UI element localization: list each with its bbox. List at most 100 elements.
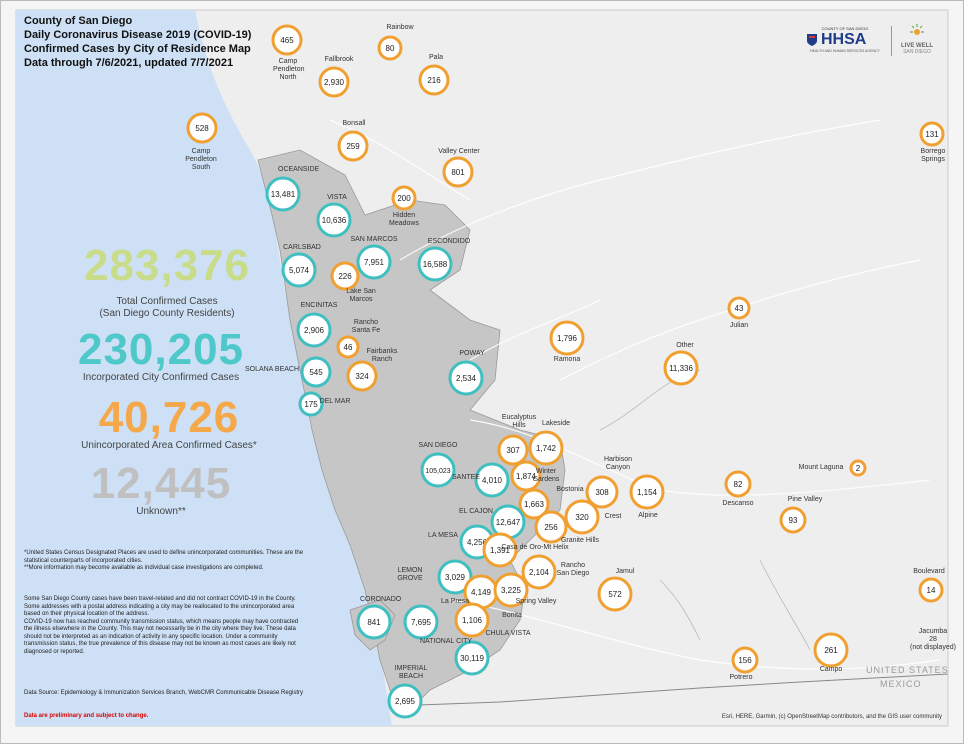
case-count-imperial-beach: 2,695 [395, 697, 416, 706]
case-count-fallbrook: 2,930 [324, 78, 345, 87]
case-marker-fallbrook[interactable] [318, 66, 350, 98]
place-label-camp-pendleton-south: Camp Pendleton South [185, 148, 217, 171]
case-count-spring-valley: 3,225 [501, 586, 522, 595]
case-marker-imperial-beach[interactable] [387, 683, 423, 719]
case-marker-camp-pendleton-south[interactable] [186, 112, 218, 144]
case-marker-bonita[interactable] [454, 602, 490, 638]
map-title: County of San Diego Daily Coronavirus Di… [24, 14, 251, 70]
case-marker-lemon-grove[interactable] [437, 559, 473, 595]
case-marker-spring-valley[interactable] [493, 572, 529, 608]
case-marker-santee[interactable] [474, 462, 510, 498]
case-count-pala: 216 [427, 76, 441, 85]
case-marker-bostonia[interactable] [518, 488, 550, 520]
place-label-fallbrook: Fallbrook [324, 56, 354, 63]
border-label-mx: MEXICO [880, 679, 922, 689]
case-marker-campo[interactable] [813, 632, 849, 668]
case-marker-pala[interactable] [418, 64, 450, 96]
case-marker-solana-beach[interactable] [300, 356, 332, 388]
place-label-coronado: CORONADO [360, 596, 402, 603]
place-label-borrego-springs: Borrego Springs [920, 148, 946, 163]
case-marker-borrego-springs[interactable] [919, 121, 945, 147]
case-marker-crest[interactable] [564, 499, 600, 535]
case-marker-vista[interactable] [316, 202, 352, 238]
case-marker-escondido[interactable] [417, 246, 453, 282]
case-marker-winter-gardens[interactable] [510, 460, 542, 492]
case-marker-carlsbad[interactable] [281, 252, 317, 288]
place-label-la-presa: La Presa [440, 598, 470, 605]
case-marker-harbison-canyon[interactable] [585, 475, 619, 509]
case-count-lakeside: 1,742 [536, 444, 557, 453]
place-label-other: Other [676, 342, 694, 349]
case-marker-san-marcos[interactable] [356, 244, 392, 280]
place-label-chula-vista: CHULA VISTA [485, 630, 531, 637]
case-count-oceanside: 13,481 [271, 190, 296, 199]
place-label-julian: Julian [729, 322, 749, 329]
place-label-winter-gardens: Winter Gardens [532, 468, 560, 483]
case-marker-eucalyptus-hills[interactable] [497, 434, 529, 466]
case-marker-mount-laguna[interactable] [849, 459, 867, 477]
case-marker-descanso[interactable] [724, 470, 752, 498]
place-label-fairbanks-ranch: Fairbanks Ranch [366, 348, 398, 363]
livewell-logo-text: LIVE WELL [901, 43, 933, 49]
case-marker-alpine[interactable] [629, 474, 665, 510]
case-marker-san-diego[interactable] [420, 452, 456, 488]
case-marker-fairbanks-ranch[interactable] [346, 360, 378, 392]
case-marker-hidden-meadows[interactable] [391, 185, 417, 211]
case-marker-rancho-santa-fe[interactable] [336, 335, 360, 359]
place-label-valley-center: Valley Center [438, 148, 480, 155]
case-marker-national-city[interactable] [403, 604, 439, 640]
case-count-campo: 261 [824, 646, 838, 655]
place-label-carlsbad: CARLSBAD [283, 244, 321, 251]
case-marker-pine-valley[interactable] [779, 506, 807, 534]
case-marker-potrero[interactable] [731, 646, 759, 674]
case-marker-encinitas[interactable] [296, 312, 332, 348]
case-count-encinitas: 2,906 [304, 326, 325, 335]
case-marker-valley-center[interactable] [442, 156, 474, 188]
place-label-alpine: Alpine [638, 512, 658, 519]
case-count-lemon-grove: 3,029 [445, 573, 466, 582]
place-label-crest: Crest [604, 513, 622, 520]
total-caption-2: (San Diego County Residents) [99, 308, 235, 319]
incorporated-stat: 230,205 Incorporated City Confirmed Case… [46, 328, 276, 384]
unknown-caption: Unknown** [136, 506, 186, 517]
hhsa-logo-county: COUNTY OF SAN DIEGO [821, 26, 869, 31]
case-marker-casa-de-oro-mt-helix[interactable] [482, 532, 518, 568]
place-label-descanso: Descanso [722, 500, 754, 507]
place-label-bonsall: Bonsall [342, 120, 366, 127]
place-label-oceanside: OCEANSIDE [278, 166, 320, 173]
place-label-lemon-grove: LEMON GROVE [397, 567, 423, 582]
case-marker-boulevard[interactable] [918, 577, 944, 603]
case-marker-coronado[interactable] [356, 604, 392, 640]
title-line-4: Data through 7/6/2021, updated 7/7/2021 [24, 57, 234, 69]
place-label-mount-laguna: Mount Laguna [798, 464, 844, 471]
case-marker-camp-pendleton-north[interactable] [271, 24, 303, 56]
place-label-vista: VISTA [327, 194, 347, 201]
livewell-logo: LIVE WELL SAN DIEGO [895, 24, 939, 55]
case-marker-poway[interactable] [448, 360, 484, 396]
case-marker-bonsall[interactable] [337, 130, 369, 162]
note-cdp: *United States Census Designated Places … [24, 550, 304, 564]
case-marker-oceanside[interactable] [265, 176, 301, 212]
case-count-carlsbad: 5,074 [289, 266, 310, 275]
place-label-solana-beach: SOLANA BEACH [244, 366, 300, 373]
case-marker-granite-hills[interactable] [534, 510, 568, 544]
attribution: Esri, HERE, Garmin, (c) OpenStreetMap co… [721, 714, 942, 720]
case-count-other: 11,336 [669, 364, 693, 373]
case-count-granite-hills: 256 [544, 523, 558, 532]
case-marker-rainbow[interactable] [377, 35, 403, 61]
case-marker-lake-san-marcos[interactable] [330, 261, 360, 291]
case-count-poway: 2,534 [456, 374, 477, 383]
note-travel: Some San Diego County cases have been tr… [24, 596, 296, 602]
case-marker-other[interactable] [663, 350, 699, 386]
place-label-rancho-santa-fe: Rancho Santa Fe [351, 319, 381, 334]
case-marker-jamul[interactable] [597, 576, 633, 612]
case-marker-rancho-san-diego[interactable] [521, 554, 557, 590]
place-label-potrero: Potrero [729, 674, 753, 681]
case-marker-ramona[interactable] [549, 320, 585, 356]
case-marker-lakeside[interactable] [528, 430, 564, 466]
notes-block-1: *United States Census Designated Places … [24, 550, 306, 573]
case-marker-julian[interactable] [727, 296, 751, 320]
case-marker-chula-vista[interactable] [454, 640, 490, 676]
case-marker-del-mar[interactable] [298, 391, 324, 417]
case-count-chula-vista: 30,119 [460, 654, 484, 663]
